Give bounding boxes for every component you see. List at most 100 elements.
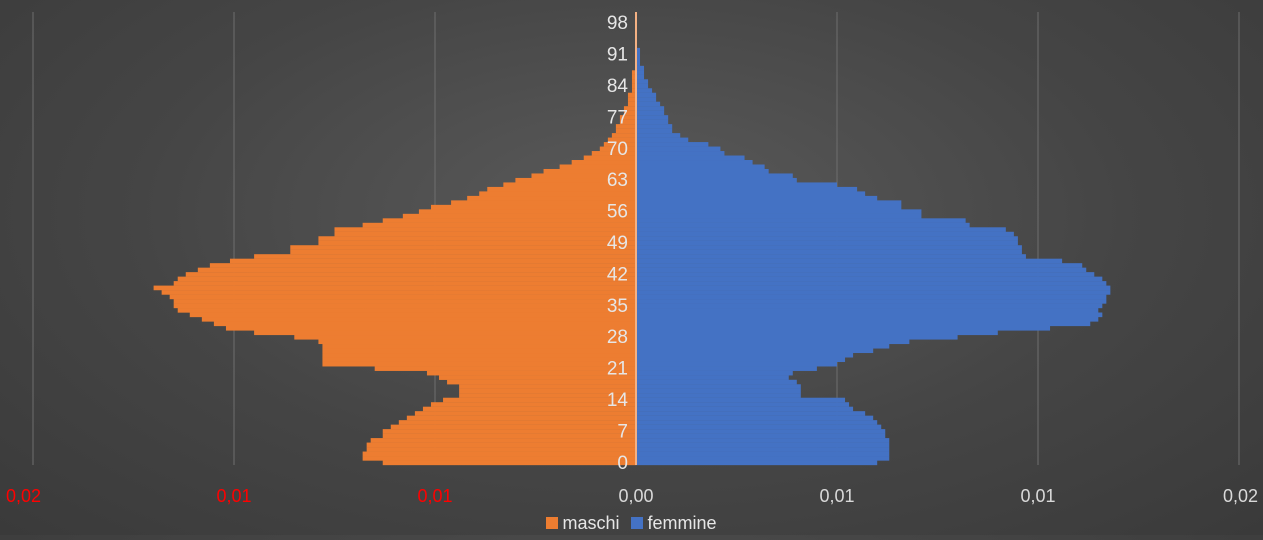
legend-swatch-femmine (631, 517, 644, 529)
x-tick-label-5: 0,01 (1020, 486, 1055, 506)
bar-femmine-43 (636, 267, 1087, 273)
bar-femmine-32 (636, 316, 1099, 322)
bar-femmine-69 (636, 151, 725, 156)
bar-maschi-34 (177, 308, 636, 313)
bar-femmine-31 (636, 321, 1091, 327)
bar-maschi-43 (197, 267, 636, 273)
bar-femmine-5 (636, 438, 890, 443)
y-tick-label-70: 70 (607, 139, 628, 160)
bar-maschi-60 (479, 191, 636, 197)
bar-maschi-66 (559, 164, 636, 170)
bar-maschi-35 (173, 303, 636, 309)
bar-maschi-75 (615, 124, 636, 129)
bar-femmine-22 (636, 361, 837, 367)
bar-maschi-27 (318, 339, 636, 345)
bar-maschi-42 (185, 272, 636, 277)
bar-femmine-47 (636, 249, 1022, 255)
bar-maschi-1 (362, 456, 636, 461)
bar-femmine-68 (636, 155, 745, 161)
bar-femmine-30 (636, 325, 1051, 331)
bar-femmine-28 (636, 334, 958, 340)
bar-maschi-74 (615, 128, 636, 134)
legend-item-maschi: maschi (546, 513, 619, 534)
bar-femmine-56 (636, 209, 922, 214)
bar-maschi-7 (382, 429, 636, 434)
bar-femmine-21 (636, 366, 817, 371)
bar-femmine-40 (636, 281, 1107, 286)
bar-femmine-10 (636, 415, 874, 421)
bar-femmine-53 (636, 222, 970, 228)
bar-femmine-59 (636, 195, 878, 201)
bar-maschi-57 (430, 204, 636, 210)
bar-maschi-28 (294, 334, 636, 340)
y-tick-label-91: 91 (607, 45, 628, 66)
bar-maschi-56 (418, 209, 636, 214)
bar-femmine-64 (636, 173, 793, 179)
bar-maschi-19 (439, 375, 636, 380)
bar-femmine-18 (636, 379, 797, 385)
bar-maschi-44 (209, 263, 636, 268)
bar-femmine-36 (636, 299, 1107, 304)
bar-maschi-54 (382, 218, 636, 223)
bar-maschi-50 (318, 236, 636, 241)
bar-femmine-37 (636, 294, 1107, 300)
bar-maschi-53 (362, 222, 636, 228)
bar-maschi-17 (459, 384, 636, 389)
bar-femmine-6 (636, 433, 886, 439)
bar-femmine-9 (636, 420, 878, 425)
bar-femmine-55 (636, 213, 922, 219)
bar-maschi-4 (366, 442, 636, 448)
bar-maschi-9 (398, 420, 636, 425)
bar-femmine-42 (636, 272, 1095, 277)
bar-femmine-12 (636, 406, 854, 412)
bar-maschi-36 (173, 299, 636, 304)
y-tick-label-98: 98 (607, 13, 628, 34)
bar-femmine-70 (636, 146, 721, 152)
bar-maschi-23 (322, 357, 636, 362)
bar-femmine-85 (636, 79, 649, 84)
bar-maschi-14 (443, 397, 636, 403)
bar-maschi-78 (623, 110, 636, 116)
bar-maschi-55 (402, 213, 636, 219)
bar-femmine-19 (636, 375, 789, 380)
bar-maschi-10 (406, 415, 636, 421)
bar-femmine-73 (636, 133, 681, 138)
bar-maschi-65 (543, 168, 636, 174)
bar-femmine-76 (636, 119, 669, 125)
bar-femmine-80 (636, 101, 661, 107)
bar-femmine-66 (636, 164, 765, 170)
bar-maschi-45 (229, 258, 637, 264)
bar-maschi-38 (161, 290, 636, 295)
bar-femmine-27 (636, 339, 910, 345)
bar-femmine-88 (636, 65, 645, 71)
bar-maschi-86 (631, 74, 636, 80)
bar-femmine-84 (636, 83, 649, 89)
bar-maschi-41 (177, 276, 636, 282)
bar-maschi-40 (173, 281, 636, 286)
bar-maschi-29 (254, 330, 636, 336)
bar-femmine-49 (636, 240, 1018, 246)
bar-femmine-82 (636, 92, 657, 98)
bar-femmine-58 (636, 200, 902, 206)
bar-femmine-52 (636, 227, 1006, 232)
bar-femmine-11 (636, 411, 866, 416)
bar-femmine-92 (636, 47, 641, 53)
bar-femmine-39 (636, 285, 1111, 291)
bar-maschi-2 (362, 451, 636, 457)
bar-femmine-41 (636, 276, 1103, 282)
bar-maschi-63 (515, 177, 636, 183)
bar-femmine-38 (636, 290, 1111, 295)
bar-femmine-63 (636, 177, 797, 183)
bar-femmine-83 (636, 88, 653, 93)
bar-femmine-46 (636, 254, 1026, 259)
y-tick-label-84: 84 (607, 76, 629, 97)
bar-maschi-39 (153, 285, 636, 291)
bar-maschi-12 (422, 406, 636, 412)
bar-maschi-62 (503, 182, 636, 188)
y-tick-label-21: 21 (607, 359, 628, 380)
y-tick-label-49: 49 (607, 233, 628, 254)
bar-femmine-25 (636, 348, 874, 354)
bar-maschi-25 (322, 348, 636, 354)
bar-maschi-32 (201, 316, 636, 322)
bar-femmine-77 (636, 115, 669, 120)
